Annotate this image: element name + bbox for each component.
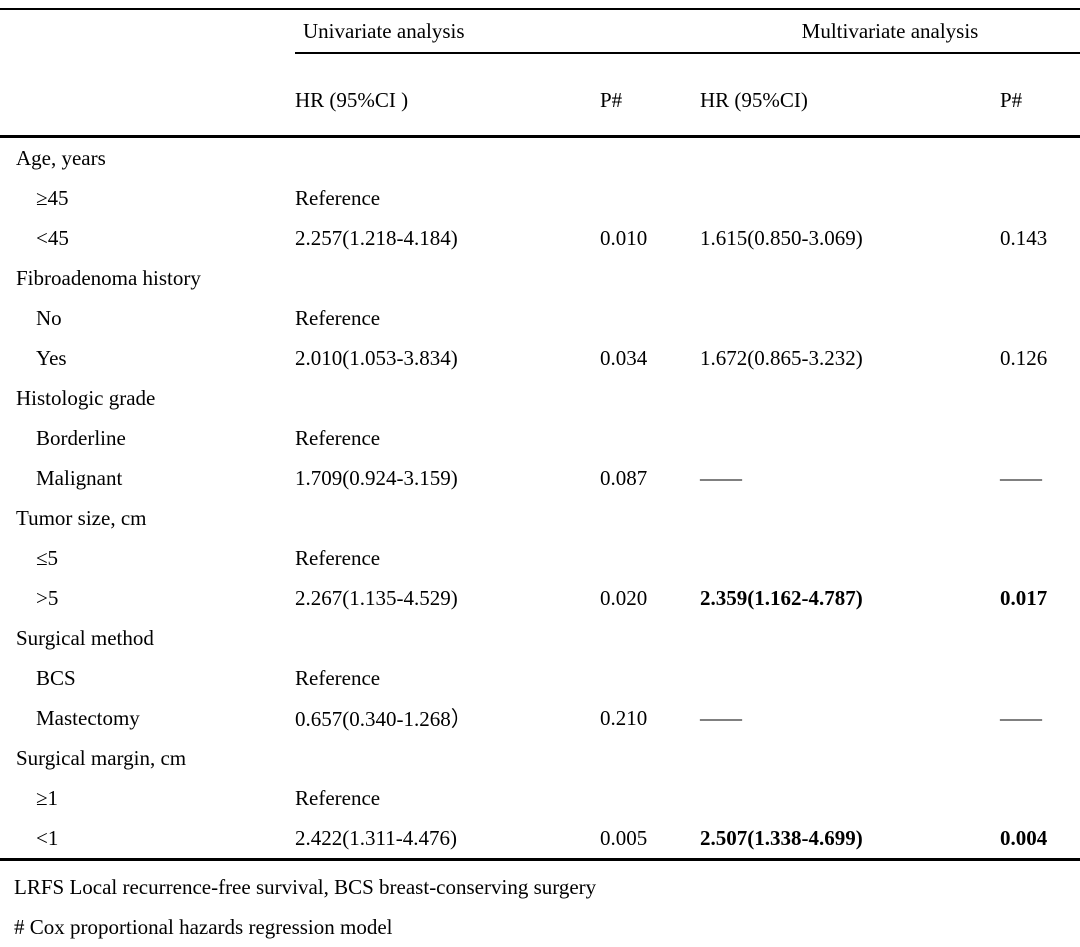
header-multi-hr: HR (95%CI) [700,88,808,112]
column-header-row: HR (95%CI ) P# HR (95%CI) P# [0,54,1080,138]
row-label: Age, years [16,145,106,170]
multi-p-cell: 0.126 [1000,345,1048,370]
table-header: Univariate analysis Multivariate analysi… [0,8,1080,138]
column-group-multivariate: Multivariate analysis [801,18,979,43]
multi-hr-cell: 1.672(0.865-3.232) [700,345,863,370]
row-label: Yes [36,345,67,370]
row-label: Histologic grade [16,385,156,410]
row-label: Borderline [36,425,126,450]
row-label: ≥1 [36,785,59,810]
multi-hr-cell: —— [700,465,742,490]
uni-hr-cell: 1.709(0.924-3.159) [295,465,458,490]
uni-hr-cell: 2.010(1.053-3.834) [295,345,458,370]
row-label: ≥45 [36,185,69,210]
uni-p-cell: 0.087 [600,465,648,490]
table-row: Mastectomy 0.657(0.340-1.268） 0.210 —— —— [0,698,1080,738]
header-multi-p: P# [1000,88,1023,112]
uni-p-cell: 0.034 [600,345,648,370]
uni-p-cell: 0.010 [600,225,648,250]
table-row: >5 2.267(1.135-4.529) 0.020 2.359(1.162-4.7… [0,578,1080,618]
row-label: Surgical margin, cm [16,745,187,770]
table-row: Surgical margin, cm [0,738,1080,778]
table-row: Malignant 1.709(0.924-3.159) 0.087 —— —— [0,458,1080,498]
table-row: Histologic grade [0,378,1080,418]
multi-p-cell: —— [1000,465,1042,490]
multi-p-cell: 0.017 [1000,585,1048,610]
uni-p-cell: 0.210 [600,705,648,730]
header-uni-hr: HR (95%CI ) [295,88,409,112]
column-group-row: Univariate analysis Multivariate analysi… [0,10,1080,54]
uni-hr-cell: 0.657(0.340-1.268） [295,707,472,731]
multi-p-cell: 0.004 [1000,825,1048,850]
table-row: Yes 2.010(1.053-3.834) 0.034 1.672(0.865-3.… [0,338,1080,378]
row-label: Mastectomy [36,705,140,730]
table-row: Tumor size, cm [0,498,1080,538]
uni-hr-cell: Reference [295,785,381,810]
row-label: >5 [36,585,59,610]
table-row: No Reference [0,298,1080,338]
table-row: Fibroadenoma history [0,258,1080,298]
row-label: <45 [36,225,69,250]
table-row: ≥1 Reference [0,778,1080,818]
uni-hr-cell: Reference [295,305,381,330]
table-row: Surgical method [0,618,1080,658]
table-row: Borderline Reference [0,418,1080,458]
row-label: BCS [36,665,76,690]
uni-hr-cell: 2.422(1.311-4.476) [295,825,457,850]
table-row: ≤5 Reference [0,538,1080,578]
multi-p-cell: —— [1000,705,1042,730]
row-label: ≤5 [36,545,59,570]
header-spacer-cell [0,10,295,54]
table-row: ≥45 Reference [0,178,1080,218]
row-label: Surgical method [16,625,154,650]
multi-hr-cell: —— [700,705,742,730]
uni-hr-cell: Reference [295,185,381,210]
multi-p-cell: 0.143 [1000,225,1048,250]
table-row: <45 2.257(1.218-4.184) 0.010 1.615(0.850-3.… [0,218,1080,258]
uni-hr-cell: Reference [295,665,381,690]
row-label: Tumor size, cm [16,505,147,530]
footnote-abbreviations: LRFS Local recurrence-free survival, BCS… [14,874,597,899]
column-group-univariate: Univariate analysis [303,18,465,43]
uni-hr-cell: 2.257(1.218-4.184) [295,225,458,250]
uni-hr-cell: Reference [295,545,381,570]
table-body: Age, years ≥45 Reference <45 2.257(1.218-4.1… [0,138,1080,861]
table-row: BCS Reference [0,658,1080,698]
row-label: Malignant [36,465,123,490]
table-footnotes: LRFS Local recurrence-free survival, BCS… [0,861,1080,947]
uni-hr-cell: Reference [295,425,381,450]
uni-p-cell: 0.005 [600,825,648,850]
table-row: Age, years [0,138,1080,178]
row-label: No [36,305,62,330]
uni-hr-cell: 2.267(1.135-4.529) [295,585,458,610]
multi-hr-cell: 2.359(1.162-4.787) [700,585,863,610]
footnote-cox-model: # Cox proportional hazards regression mo… [14,914,393,939]
multi-hr-cell: 2.507(1.338-4.699) [700,825,863,850]
multi-hr-cell: 1.615(0.850-3.069) [700,225,863,250]
column-group-span: Univariate analysis Multivariate analysi… [295,10,1080,54]
row-label: <1 [36,825,59,850]
table-row: <1 2.422(1.311-4.476) 0.005 2.507(1.338-4.6… [0,818,1080,858]
uni-p-cell: 0.020 [600,585,648,610]
header-uni-p: P# [600,88,623,112]
row-label: Fibroadenoma history [16,265,201,290]
